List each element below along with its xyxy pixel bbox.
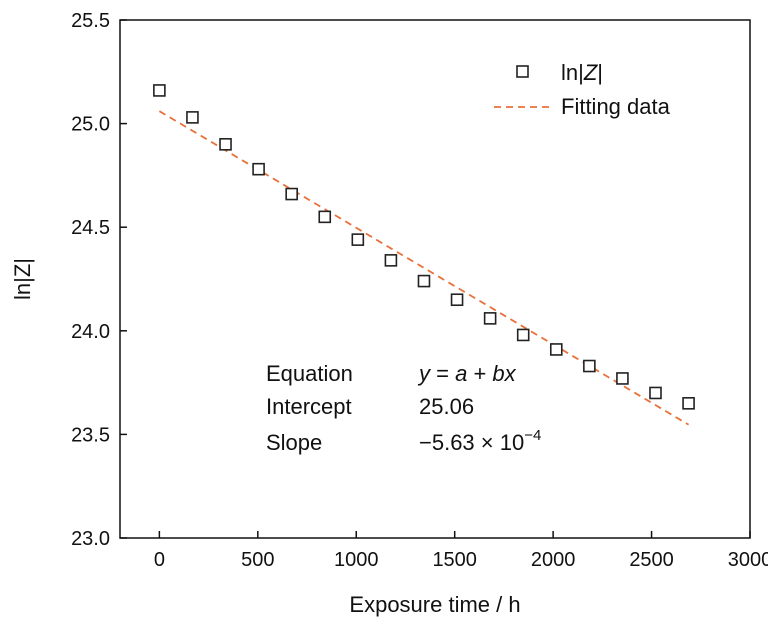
data-points-layer (153, 84, 695, 410)
data-point (318, 210, 332, 224)
data-point (616, 372, 629, 385)
annotation-value-equation: y = a + bx (417, 361, 517, 386)
annotation-key-equation: Equation (266, 361, 353, 386)
x-tick-label: 1000 (334, 549, 379, 571)
data-point (682, 397, 695, 410)
annotation-key-slope: Slope (266, 430, 322, 455)
fit-line (158, 110, 690, 426)
x-tick-label: 2500 (629, 549, 674, 571)
x-axis-ticks: 0 500 1000 1500 2000 2500 3000 (154, 531, 768, 571)
data-point (649, 386, 662, 400)
data-point (549, 343, 563, 356)
y-axis-ticks: 23.0 23.5 24.0 24.5 25.0 25.5 (71, 10, 127, 550)
plot-frame (119, 19, 751, 539)
annotation-value-intercept: 25.06 (419, 394, 474, 419)
legend-label-lnz: ln|Z| (561, 60, 603, 85)
data-point (417, 274, 431, 288)
data-point (351, 233, 365, 246)
legend: ln|Z| Fitting data (494, 60, 671, 119)
y-tick-label: 24.0 (71, 321, 110, 343)
data-point (285, 187, 298, 201)
data-point (450, 293, 464, 307)
data-point (583, 359, 596, 373)
data-point (153, 84, 166, 97)
y-tick-label: 23.5 (71, 424, 110, 446)
data-point (186, 111, 199, 124)
fit-annotation: Equation y = a + bx Intercept 25.06 Slop… (266, 361, 541, 455)
y-tick-label: 23.0 (71, 528, 110, 550)
x-axis-label: Exposure time / h (349, 592, 520, 617)
data-point (516, 328, 530, 342)
fit-line-layer (158, 110, 690, 426)
x-tick-label: 1500 (432, 549, 477, 571)
x-tick-label: 2000 (531, 549, 576, 571)
y-tick-label: 24.5 (71, 217, 110, 239)
data-point (384, 254, 398, 267)
y-tick-label: 25.5 (71, 10, 110, 32)
data-point (483, 312, 497, 325)
data-point (252, 162, 265, 176)
data-point (219, 138, 232, 151)
x-tick-label: 0 (154, 549, 165, 571)
x-tick-label: 500 (241, 549, 274, 571)
x-tick-label: 3000 (728, 549, 768, 571)
legend-label-fitting: Fitting data (561, 94, 671, 119)
annotation-key-intercept: Intercept (266, 394, 352, 419)
y-tick-label: 25.0 (71, 114, 110, 136)
y-axis-label: ln|Z| (10, 258, 35, 300)
annotation-value-slope: −5.63 × 10−4 (419, 427, 541, 455)
legend-marker-square (516, 65, 529, 78)
